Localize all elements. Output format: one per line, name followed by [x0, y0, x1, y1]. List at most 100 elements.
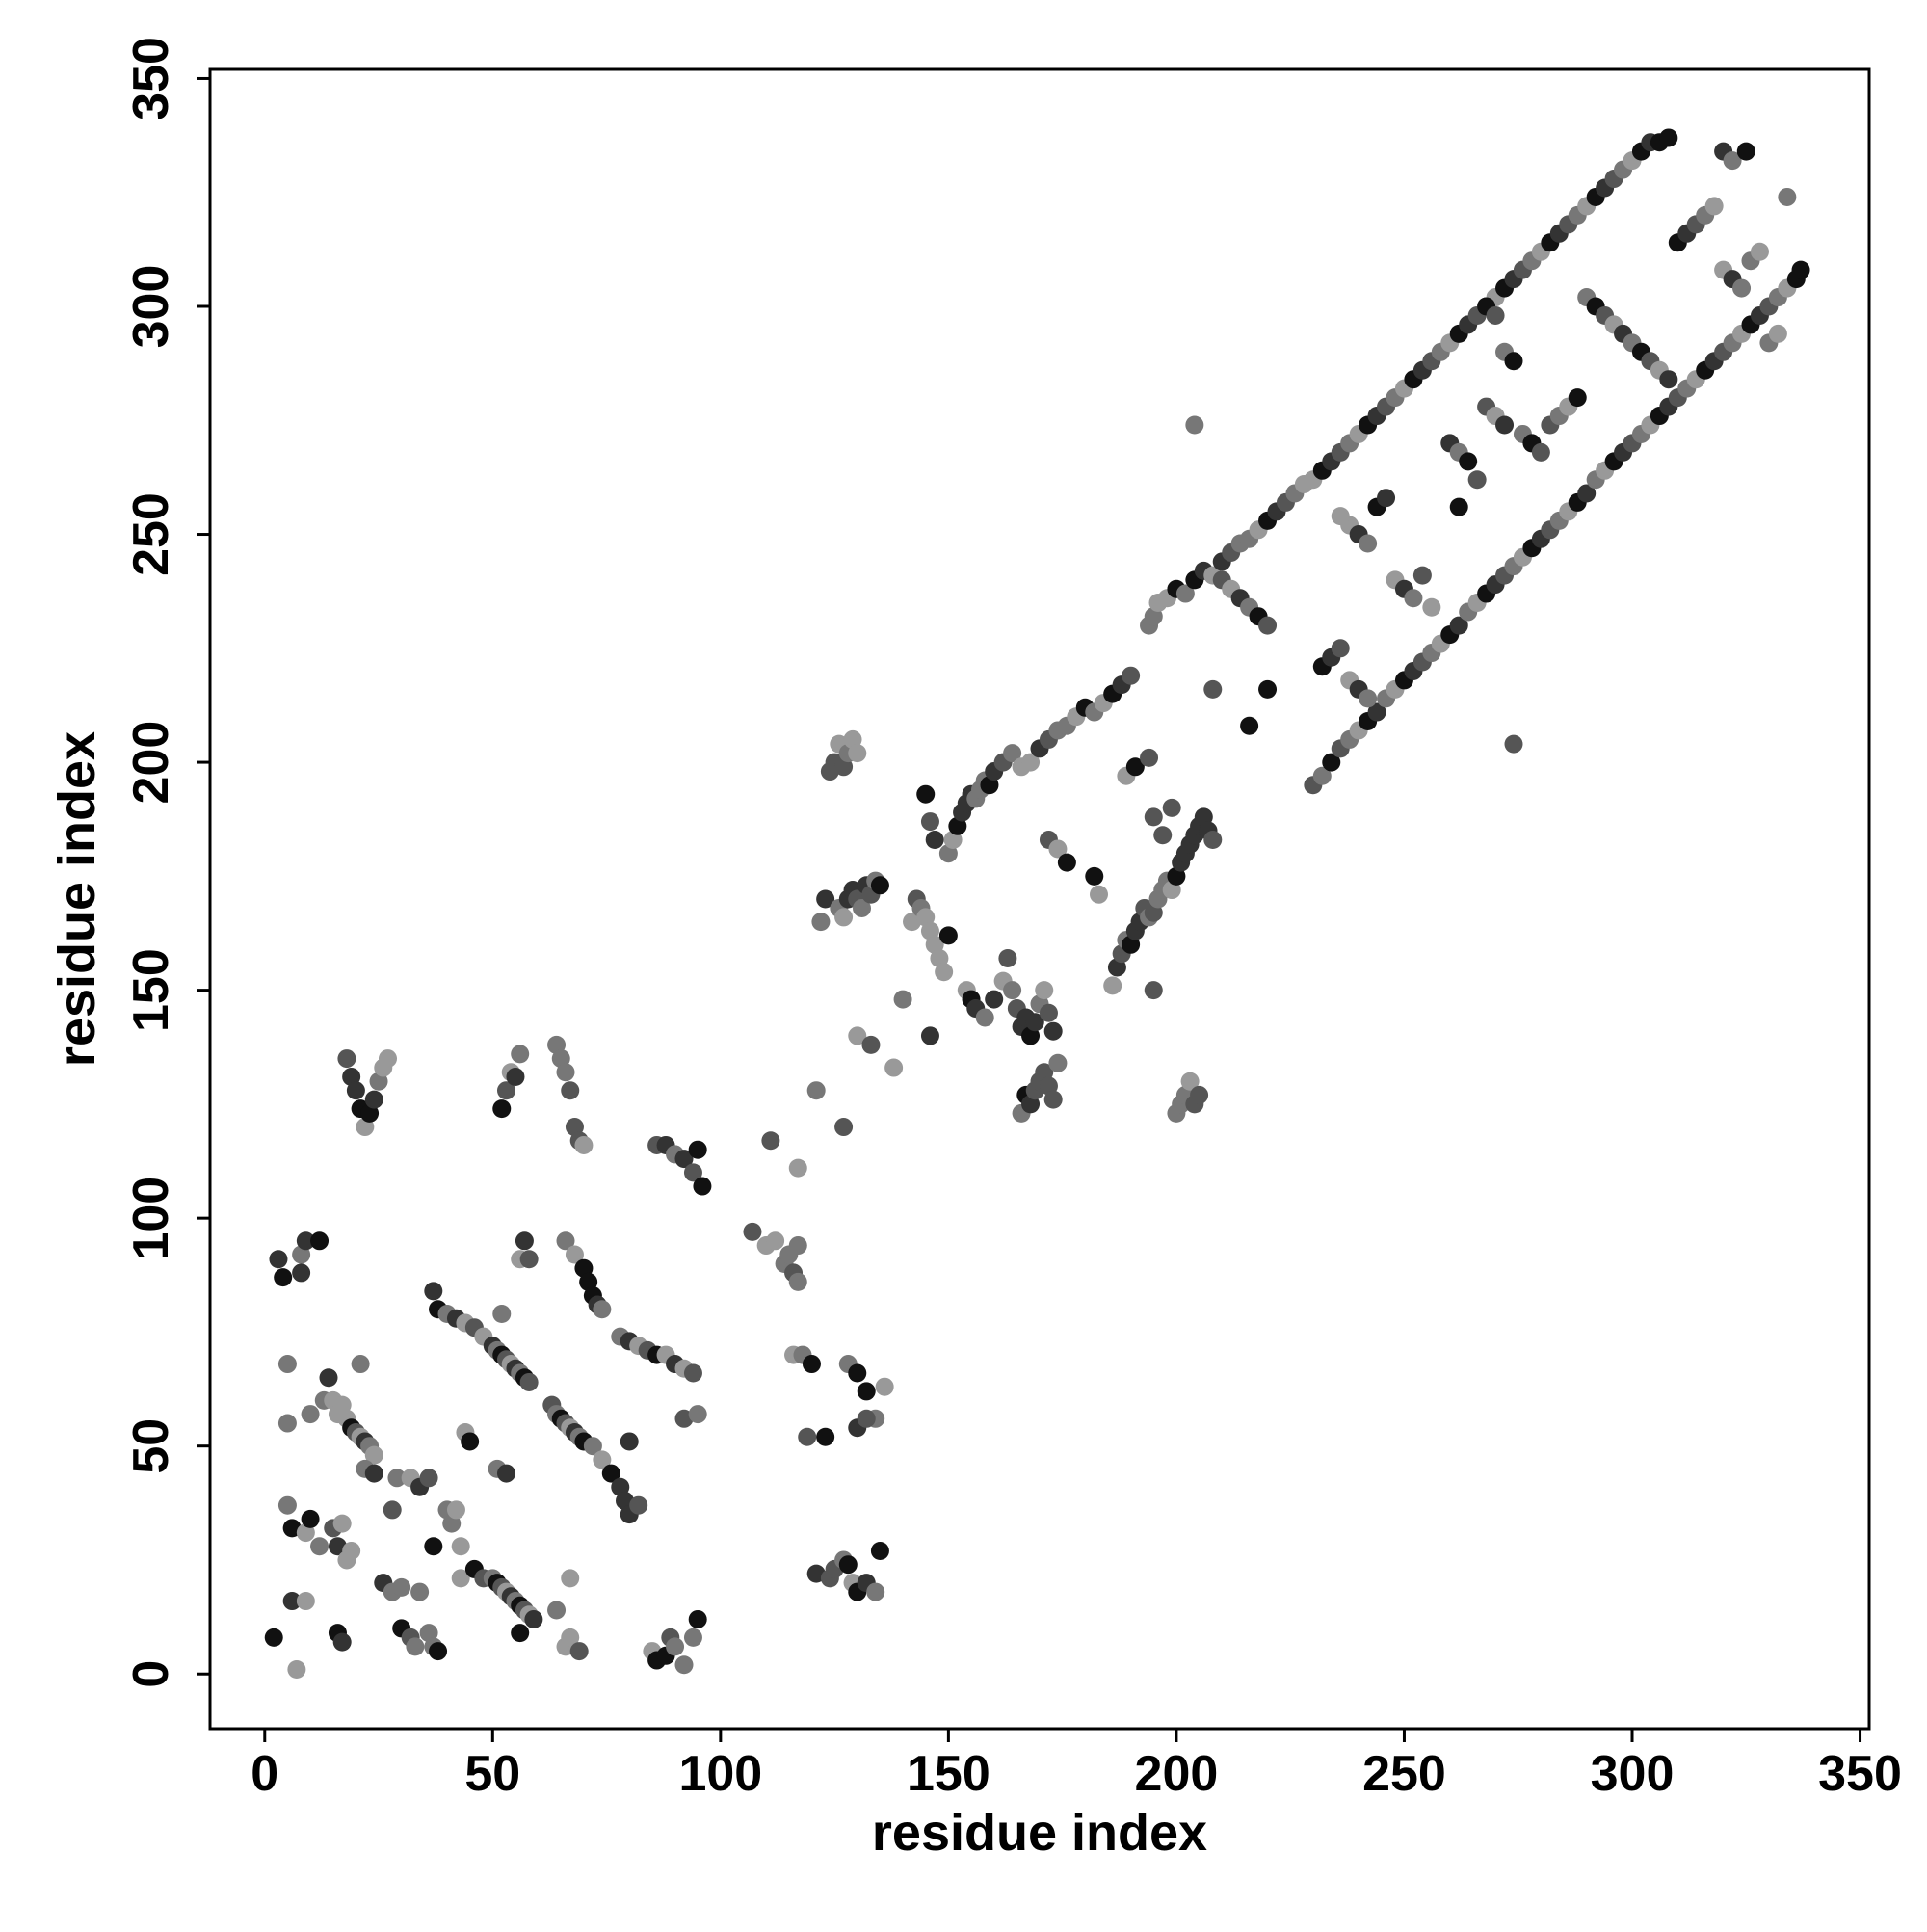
- x-axis-label: residue index: [872, 1804, 1207, 1862]
- contact-point: [893, 990, 912, 1009]
- contact-point: [683, 1163, 702, 1182]
- contact-point: [935, 963, 954, 982]
- contact-point: [1003, 981, 1022, 1000]
- contact-point: [1750, 242, 1769, 261]
- contact-point: [1258, 679, 1278, 699]
- contact-point: [424, 1282, 443, 1301]
- contact-point: [743, 1222, 762, 1241]
- contact-point: [492, 1099, 512, 1119]
- contact-point: [1090, 885, 1108, 904]
- y-axis: 0 50 100 150 200 250 300 350: [123, 37, 210, 1688]
- contact-point: [406, 1637, 425, 1656]
- y-tick-label: 0: [123, 1660, 179, 1688]
- contact-point: [282, 1592, 302, 1611]
- contact-point: [1791, 260, 1810, 279]
- contact-point: [674, 1655, 694, 1675]
- contact-point: [1140, 748, 1159, 767]
- contact-point: [301, 1405, 320, 1424]
- contact-point: [511, 1624, 530, 1643]
- contact-point: [1377, 489, 1396, 508]
- y-tick-label: 300: [123, 265, 179, 349]
- contact-point: [688, 1140, 707, 1159]
- contact-point: [392, 1577, 411, 1597]
- contact-point: [975, 1008, 994, 1027]
- contact-point: [806, 1081, 826, 1100]
- contact-point: [1048, 1053, 1068, 1072]
- contact-point: [788, 1236, 807, 1256]
- contact-point: [506, 1068, 525, 1086]
- plot-frame: [208, 67, 1871, 1731]
- contact-point: [861, 1035, 881, 1054]
- contact-point: [1467, 470, 1487, 490]
- contact-point: [1704, 197, 1724, 216]
- contact-point: [1322, 753, 1341, 772]
- contact-point: [1203, 679, 1223, 699]
- contact-point: [1495, 415, 1515, 435]
- contact-point: [1778, 187, 1797, 206]
- contact-point: [798, 1427, 817, 1446]
- contact-point: [1659, 370, 1678, 389]
- contact-point: [547, 1601, 567, 1620]
- contact-point: [1003, 744, 1022, 763]
- contact-point: [1144, 981, 1163, 1000]
- contact-point: [319, 1368, 338, 1388]
- contact-point: [875, 1377, 894, 1396]
- contact-point: [451, 1537, 470, 1556]
- contact-point: [561, 1628, 580, 1647]
- contact-point: [1025, 1013, 1044, 1032]
- contact-point: [683, 1628, 702, 1647]
- contact-point: [834, 908, 854, 927]
- contact-point: [629, 1495, 648, 1515]
- contact-point: [788, 1272, 807, 1291]
- contact-point: [524, 1609, 543, 1628]
- contact-point: [429, 1642, 448, 1661]
- contact-point: [1531, 442, 1550, 462]
- contact-point: [601, 1464, 620, 1483]
- contact-point: [1203, 831, 1223, 849]
- contact-point: [351, 1355, 370, 1374]
- contact-point: [1043, 1090, 1063, 1109]
- contact-point: [688, 1405, 707, 1424]
- contact-point: [683, 1363, 702, 1383]
- contact-point: [593, 1300, 612, 1319]
- contact-point: [1153, 826, 1173, 845]
- contact-point: [788, 1158, 807, 1178]
- contact-point: [857, 1409, 876, 1428]
- contact-point: [556, 1063, 575, 1082]
- contact-point: [383, 1500, 402, 1520]
- x-tick-label: 250: [1362, 1746, 1446, 1802]
- contact-point: [674, 1150, 694, 1169]
- y-axis-label: residue index: [48, 731, 106, 1067]
- contact-point: [451, 1569, 470, 1588]
- contact-point: [561, 1569, 580, 1588]
- contact-point: [461, 1432, 480, 1451]
- contact-point: [1449, 497, 1468, 516]
- contact-point: [848, 1026, 867, 1045]
- contact-point: [866, 1582, 885, 1601]
- contact-point: [920, 812, 939, 832]
- contact-point: [1459, 452, 1478, 471]
- contact-point: [1732, 278, 1752, 298]
- contact-point: [1568, 388, 1587, 408]
- x-tick-label: 200: [1135, 1746, 1219, 1802]
- contact-point: [310, 1231, 330, 1251]
- x-tick-label: 150: [907, 1746, 990, 1802]
- contact-point: [870, 876, 889, 895]
- contact-point: [379, 1049, 397, 1069]
- contact-point: [925, 831, 944, 849]
- contact-point: [1449, 616, 1468, 635]
- contact-point: [985, 990, 1004, 1009]
- contact-point: [492, 1305, 512, 1323]
- contact-point: [811, 913, 831, 932]
- y-tick-label: 150: [123, 948, 179, 1032]
- contact-point: [620, 1432, 639, 1451]
- points-layer: [264, 128, 1810, 1679]
- y-tick-label: 250: [123, 492, 179, 576]
- contact-point: [761, 1131, 780, 1151]
- contact-point: [1404, 589, 1423, 608]
- contact-point: [857, 1382, 876, 1401]
- y-tick-label: 350: [123, 37, 179, 120]
- contact-point: [1486, 305, 1505, 325]
- contact-point: [1185, 415, 1204, 435]
